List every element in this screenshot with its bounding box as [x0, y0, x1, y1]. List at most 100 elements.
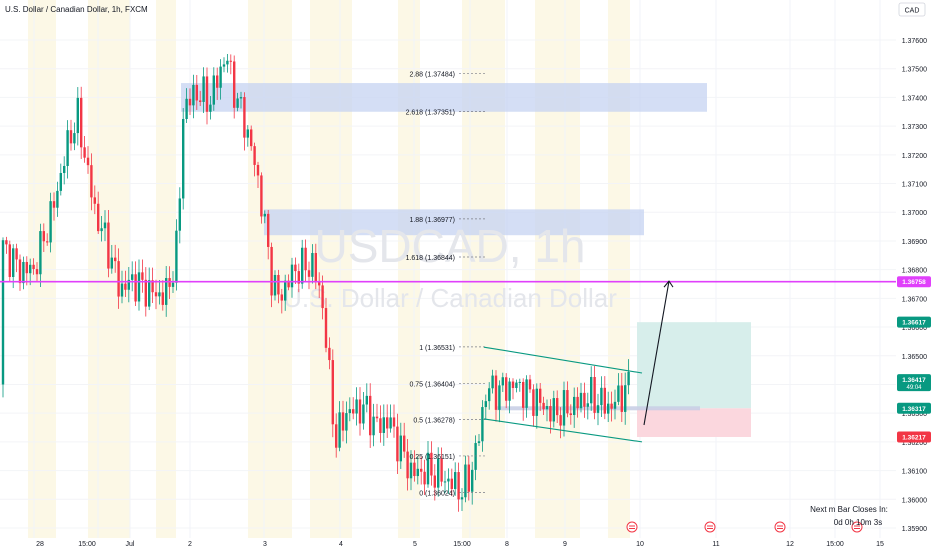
candle-body [593, 377, 596, 413]
candle-body [600, 387, 603, 406]
candle [542, 396, 545, 416]
fib-label-7: 0.25 (1.36151) [409, 454, 455, 461]
candle-body [389, 417, 392, 429]
candles [1, 54, 630, 512]
fib-extension[interactable]: 2.88 (1.37484) 2.618 (1.37351) 1.88 (1.369… [406, 71, 486, 497]
economic-event-icon[interactable] [626, 521, 638, 533]
candle [76, 87, 79, 146]
candle [124, 270, 127, 298]
candle-body [284, 280, 287, 301]
candle-body [355, 399, 358, 414]
candle [382, 404, 385, 446]
candle [56, 181, 59, 217]
candle [107, 210, 110, 278]
price-axis[interactable]: CAD [896, 0, 932, 550]
candle-body [297, 271, 300, 284]
price-tick-label: 1.36200 [902, 440, 927, 447]
time-label-12: 12 [786, 541, 794, 548]
candle [413, 450, 416, 482]
candle-body [137, 272, 141, 302]
candle-body [205, 76, 209, 112]
price-badge-4 [897, 431, 931, 443]
candle [192, 74, 195, 119]
supply-zone-0[interactable] [181, 83, 707, 112]
drawings-overlay[interactable] [0, 280, 896, 443]
event-circle [704, 521, 716, 533]
candle-body [97, 203, 100, 232]
candle-body [39, 231, 42, 275]
candle-body [32, 264, 35, 270]
candle [250, 125, 253, 151]
candle-body [423, 471, 426, 485]
candle [18, 254, 22, 291]
projection-arrowhead[interactable] [663, 280, 674, 288]
candle-body [392, 417, 396, 427]
candle-body [508, 381, 511, 401]
candle [579, 382, 583, 413]
stop-zone[interactable] [637, 408, 751, 438]
candle-body [328, 347, 331, 361]
time-label-6: 5 [413, 541, 417, 548]
event-circle [774, 521, 786, 533]
candle [433, 464, 436, 501]
supply-zone-1[interactable] [264, 209, 644, 236]
candle-body [52, 201, 56, 208]
candle [624, 372, 627, 425]
economic-event-icon[interactable] [704, 521, 716, 533]
target-zone[interactable] [637, 322, 751, 409]
candle [362, 392, 365, 430]
symbol-title[interactable]: U.S. Dollar / Canadian Dollar, 1h, FXCM [5, 5, 148, 14]
candle-body [304, 247, 307, 271]
candle [273, 270, 277, 301]
candle [267, 209, 270, 260]
candle-body [345, 413, 348, 431]
candle-body [154, 292, 158, 297]
channel-upper[interactable] [483, 346, 643, 374]
candle [620, 372, 623, 423]
candle-body [579, 392, 583, 409]
candle [8, 240, 11, 281]
projection-arrow[interactable] [643, 281, 670, 426]
candle-body [603, 387, 606, 414]
candle [256, 161, 260, 188]
candle [25, 256, 28, 286]
candle [403, 422, 406, 458]
candle-body [188, 98, 192, 106]
candle-body [362, 404, 365, 424]
candle-body [474, 443, 477, 470]
fib-label-4: 1 (1.36531) [419, 345, 455, 352]
candle-body [178, 198, 181, 231]
candle-body [86, 157, 90, 166]
candle [216, 67, 219, 100]
candle-body [239, 97, 243, 99]
event-circle [626, 521, 638, 533]
candle [437, 447, 440, 497]
candle [488, 382, 491, 410]
candle-body [134, 274, 137, 302]
fib-label-5: 0.75 (1.36404) [409, 381, 455, 388]
candle-body [120, 283, 124, 297]
candle-body [528, 379, 532, 390]
economic-event-icon[interactable] [774, 521, 786, 533]
channel-lower[interactable] [483, 418, 643, 443]
economic-event-icon[interactable] [851, 521, 863, 533]
candle [12, 244, 15, 289]
candle-body [209, 104, 212, 112]
candle [290, 257, 294, 298]
candle [389, 404, 392, 433]
candle [260, 172, 263, 224]
candle [430, 441, 433, 486]
event-circle [851, 521, 863, 533]
currency-box[interactable]: CAD [898, 2, 926, 17]
candle [603, 376, 606, 420]
candle [148, 267, 151, 311]
candle [52, 192, 56, 221]
candle-body [562, 390, 566, 426]
price-tick-label: 1.36700 [902, 296, 927, 303]
candle [151, 267, 154, 303]
candle [246, 125, 249, 147]
candle [416, 456, 419, 485]
candle [59, 163, 62, 196]
time-axis[interactable]: 28 15:00 Jul 2 3 4 5 15:00 8 9 10 11 12 15:00 15 [36, 521, 884, 548]
